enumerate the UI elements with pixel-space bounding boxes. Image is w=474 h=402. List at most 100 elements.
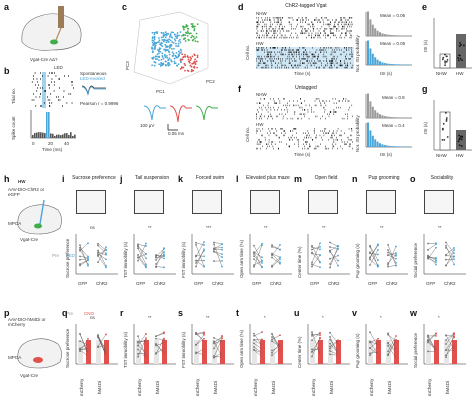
dot-hw	[460, 43, 462, 46]
pair-line	[445, 242, 455, 254]
hist-bar	[369, 48, 372, 65]
pair-dot-post	[105, 258, 107, 261]
pair-line	[271, 244, 281, 256]
pc-point-blue	[180, 49, 183, 52]
pc-point-blue	[168, 62, 171, 64]
pair-dot-pre	[311, 350, 313, 353]
pair-line	[155, 251, 165, 261]
dot-nhw	[442, 56, 445, 59]
sig-i: ns	[90, 225, 95, 230]
title-i: Sucrose preference	[72, 175, 116, 181]
pair-line	[195, 249, 205, 267]
pc-point-blue	[167, 58, 170, 61]
group-bar	[336, 340, 341, 364]
psth-bar	[40, 132, 42, 138]
pair-line	[155, 348, 165, 354]
pair-dot-post	[163, 257, 165, 260]
pair-dot-post	[105, 349, 107, 352]
pair-dot-post	[453, 332, 455, 334]
pair-line	[195, 348, 205, 354]
pc-point-blue	[153, 47, 156, 50]
hist-bar	[367, 122, 369, 147]
pc-point-blue	[173, 60, 176, 63]
paired-plot-j	[133, 234, 176, 275]
pair-line	[369, 345, 379, 356]
mean-hw-d: Mean = 0.05	[380, 41, 406, 46]
pair-dot-post	[87, 264, 89, 267]
hist-bar	[403, 146, 405, 147]
pair-dot-pre	[97, 346, 99, 349]
x-tick-b-2: 40	[64, 141, 70, 146]
pc-point-blue	[152, 39, 155, 42]
pc-point-blue	[165, 64, 167, 67]
dot-nhw	[444, 64, 446, 67]
pc-point-blue	[151, 37, 154, 40]
pair-dot-pre	[213, 250, 215, 253]
sig-u: *	[322, 315, 324, 320]
pair-dot-pre	[427, 339, 429, 342]
pair-line	[155, 338, 165, 354]
panel-letter-f: f	[238, 84, 241, 94]
pc-point-blue	[170, 44, 172, 47]
pair-line	[137, 333, 147, 346]
title-j: Tail suspension	[134, 175, 170, 181]
hist-bar	[395, 35, 398, 36]
sig-n: **	[380, 225, 384, 230]
pc-point-green	[185, 31, 187, 34]
pair-dot-post	[337, 342, 339, 345]
pair-dot-pre	[137, 352, 139, 355]
pc-point-red	[189, 64, 192, 67]
group-bar	[202, 340, 207, 364]
x-tick-v-0: mCherry	[369, 378, 374, 396]
pc-point-blue	[153, 38, 156, 41]
axis-pc2: PC2	[206, 79, 215, 84]
pair-line	[213, 247, 223, 249]
pair-dot-post	[221, 351, 223, 354]
pair-dot-pre	[387, 332, 389, 335]
pc-point-red	[184, 64, 187, 67]
x-tick-b-1: 20	[48, 141, 54, 146]
pair-dot-pre	[137, 247, 139, 250]
pair-dot-post	[163, 352, 165, 355]
x-tick-t-1: hM4Di	[271, 380, 276, 394]
pc-point-blue	[161, 32, 163, 34]
hist-bar	[398, 117, 401, 118]
pair-line	[253, 333, 263, 347]
y-label-i: Sucrose preference	[65, 238, 70, 278]
pair-dot-post	[435, 332, 437, 335]
pair-line	[445, 247, 455, 255]
pc-point-blue	[163, 54, 166, 57]
pc-point-blue	[165, 34, 168, 37]
group-bar	[434, 340, 439, 364]
pair-dot-post	[319, 245, 321, 248]
pair-line	[97, 335, 107, 351]
pair-dot-post	[377, 243, 379, 246]
assay-icon-l	[250, 190, 280, 214]
pair-dot-post	[163, 266, 165, 269]
dot-nhw	[444, 53, 446, 56]
title-l: Elevated plus maze	[246, 175, 290, 181]
pair-line	[137, 253, 147, 258]
raster-f-nhw	[256, 98, 353, 120]
pair-dot-pre	[329, 257, 331, 260]
pc-point-blue	[172, 41, 175, 44]
y-label-q: Sucrose preference	[65, 328, 70, 368]
pair-line	[311, 334, 321, 336]
pair-dot-pre	[195, 265, 197, 268]
pair-line	[253, 245, 263, 261]
pair-line	[369, 249, 379, 266]
x-tick-n-0: GFP	[368, 281, 378, 286]
pair-dot-pre	[97, 244, 99, 247]
pair-dot-pre	[155, 255, 157, 258]
pc-point-blue	[168, 51, 171, 53]
title-o: Sociability	[430, 175, 454, 181]
group-bar	[136, 340, 141, 364]
x-tick-u-0: mCherry	[311, 378, 316, 396]
x-tick-r-1: hM4Di	[155, 380, 160, 394]
pair-dot-pre	[329, 345, 331, 348]
pair-dot-pre	[155, 352, 157, 355]
pair-dot-pre	[369, 244, 371, 247]
hist-bar	[400, 146, 403, 147]
pair-dot-pre	[271, 354, 273, 357]
hist-bar	[393, 64, 396, 65]
